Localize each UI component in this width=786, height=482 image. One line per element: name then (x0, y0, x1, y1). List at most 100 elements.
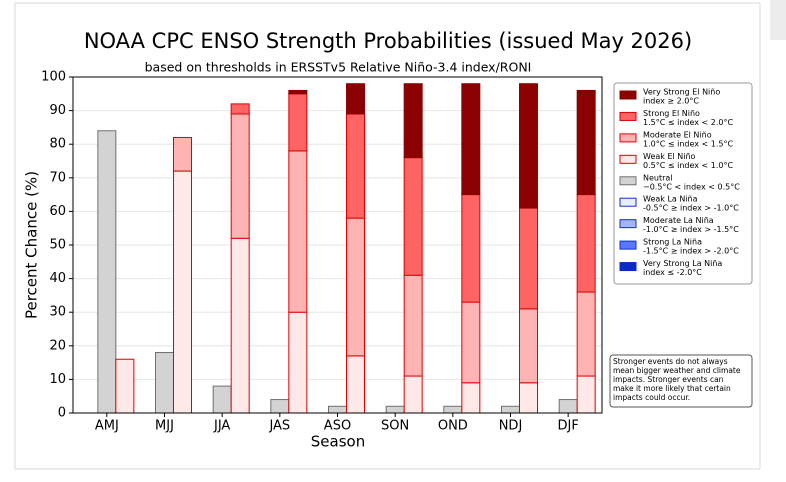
legend-swatch (619, 176, 637, 186)
legend-swatch (619, 111, 637, 121)
legend-swatch (619, 90, 637, 100)
note-line: impacts. Stronger events can (613, 375, 724, 384)
bar-segment (576, 194, 596, 293)
bar-segment (461, 382, 481, 414)
bar-segment (173, 136, 192, 172)
x-tick-label: NDJ (499, 419, 523, 434)
x-tick-label: DJF (558, 419, 579, 434)
legend-label: Very Strong El Niño (643, 88, 720, 97)
legend-label: Strong El Niño (643, 109, 700, 118)
legend-threshold: −0.5°C < index < 0.5°C (643, 182, 740, 191)
y-tick-label: 10 (49, 372, 66, 387)
legend-swatch (619, 262, 637, 272)
bar-segment (558, 399, 578, 414)
bar-segment (328, 405, 347, 414)
note-line: make it more likely that certain (613, 384, 731, 393)
bar-segment (155, 352, 174, 414)
note-line: mean bigger weather and climate (613, 366, 741, 375)
y-tick-label: 50 (49, 238, 66, 253)
bar-segment (115, 358, 135, 414)
bar-segment (385, 405, 405, 414)
y-tick-label: 0 (58, 406, 66, 421)
legend-threshold: index ≤ -2.0°C (643, 268, 702, 277)
legend-box (613, 82, 753, 285)
x-tick-label: MJJ (155, 419, 174, 434)
bar-segment (519, 83, 538, 209)
bar-segment (346, 217, 365, 357)
legend-label: Moderate La Niña (643, 216, 714, 225)
plot-area (69, 76, 602, 417)
note-line: impacts could occur. (613, 393, 690, 402)
bar-segment (403, 83, 423, 159)
legend-swatch (619, 197, 637, 207)
bar-segment (519, 382, 538, 414)
x-tick-label: SON (381, 419, 409, 434)
bar-segment (461, 301, 481, 384)
y-axis-label: Percent Chance (%) (23, 171, 41, 319)
legend-threshold: 1.5°C ≤ index < 2.0°C (643, 118, 733, 127)
legend-threshold: -1.5°C ≥ index > -2.0°C (643, 247, 739, 256)
bar-segment (97, 130, 117, 414)
bar-segment (173, 170, 192, 414)
chart-subtitle: based on thresholds in ERSSTv5 Relative … (145, 60, 532, 75)
legend-label: Weak La Niña (643, 195, 698, 204)
legend-swatch (619, 154, 637, 164)
x-tick-label: JJA (213, 419, 230, 434)
y-tick-label: 20 (49, 338, 66, 353)
bar-segment (288, 311, 308, 414)
legend-label: Strong La Niña (643, 238, 702, 247)
chart-title: NOAA CPC ENSO Strength Probabilities (is… (84, 29, 692, 53)
bar-segment (346, 113, 365, 219)
legend-label: Weak El Niño (643, 152, 696, 161)
bar-segment (576, 375, 596, 414)
legend-threshold: index ≥ 2.0°C (643, 97, 699, 106)
legend-threshold: 0.5°C ≤ index < 1.0°C (643, 161, 733, 170)
x-tick-label: JAS (268, 419, 290, 434)
y-tick-label: 90 (49, 103, 66, 118)
bar-segment (461, 194, 481, 303)
bar-segment (230, 113, 250, 239)
y-tick-label: 60 (49, 204, 66, 219)
legend-threshold: 1.0°C ≤ index < 1.5°C (643, 139, 733, 148)
bar-segment (403, 375, 423, 414)
legend-swatch (619, 240, 637, 250)
bar-segment (461, 83, 481, 196)
y-tick-label: 100 (41, 70, 66, 85)
bar-segment (288, 150, 308, 313)
x-tick-label: ASO (324, 419, 351, 434)
legend-label: Neutral (643, 173, 673, 182)
y-tick-label: 40 (49, 271, 66, 286)
bar-segment (519, 207, 538, 310)
bar-segment (403, 157, 423, 276)
legend-swatch (619, 219, 637, 229)
bar-segment (288, 89, 308, 95)
bar-segment (346, 355, 365, 414)
x-tick-label: AMJ (95, 419, 119, 434)
bar-segment (519, 308, 538, 384)
legend-label: Moderate El Niño (643, 130, 712, 139)
side-panel (770, 0, 786, 40)
bar-segment (270, 399, 290, 414)
legend-swatch (619, 133, 637, 143)
bar-segment (443, 405, 463, 414)
axes-frame (72, 76, 603, 414)
note-line: Stronger events do not always (613, 357, 728, 366)
bar-segment (403, 274, 423, 377)
bar-segment (212, 385, 232, 414)
y-tick-label: 30 (49, 305, 66, 320)
bar-segment (346, 83, 365, 115)
x-tick-label: OND (438, 419, 468, 434)
bar-segment (576, 291, 596, 377)
bar-segment (230, 103, 250, 115)
bar-segment (501, 405, 520, 414)
legend-threshold: -0.5°C ≥ index > -1.0°C (643, 204, 739, 213)
y-tick-label: 70 (49, 170, 66, 185)
legend-threshold: -1.0°C ≥ index > -1.5°C (643, 225, 739, 234)
y-tick-label: 80 (49, 137, 66, 152)
bar-segment (288, 93, 308, 152)
bar-segment (230, 237, 250, 414)
legend-label: Very Strong La Niña (643, 259, 722, 268)
